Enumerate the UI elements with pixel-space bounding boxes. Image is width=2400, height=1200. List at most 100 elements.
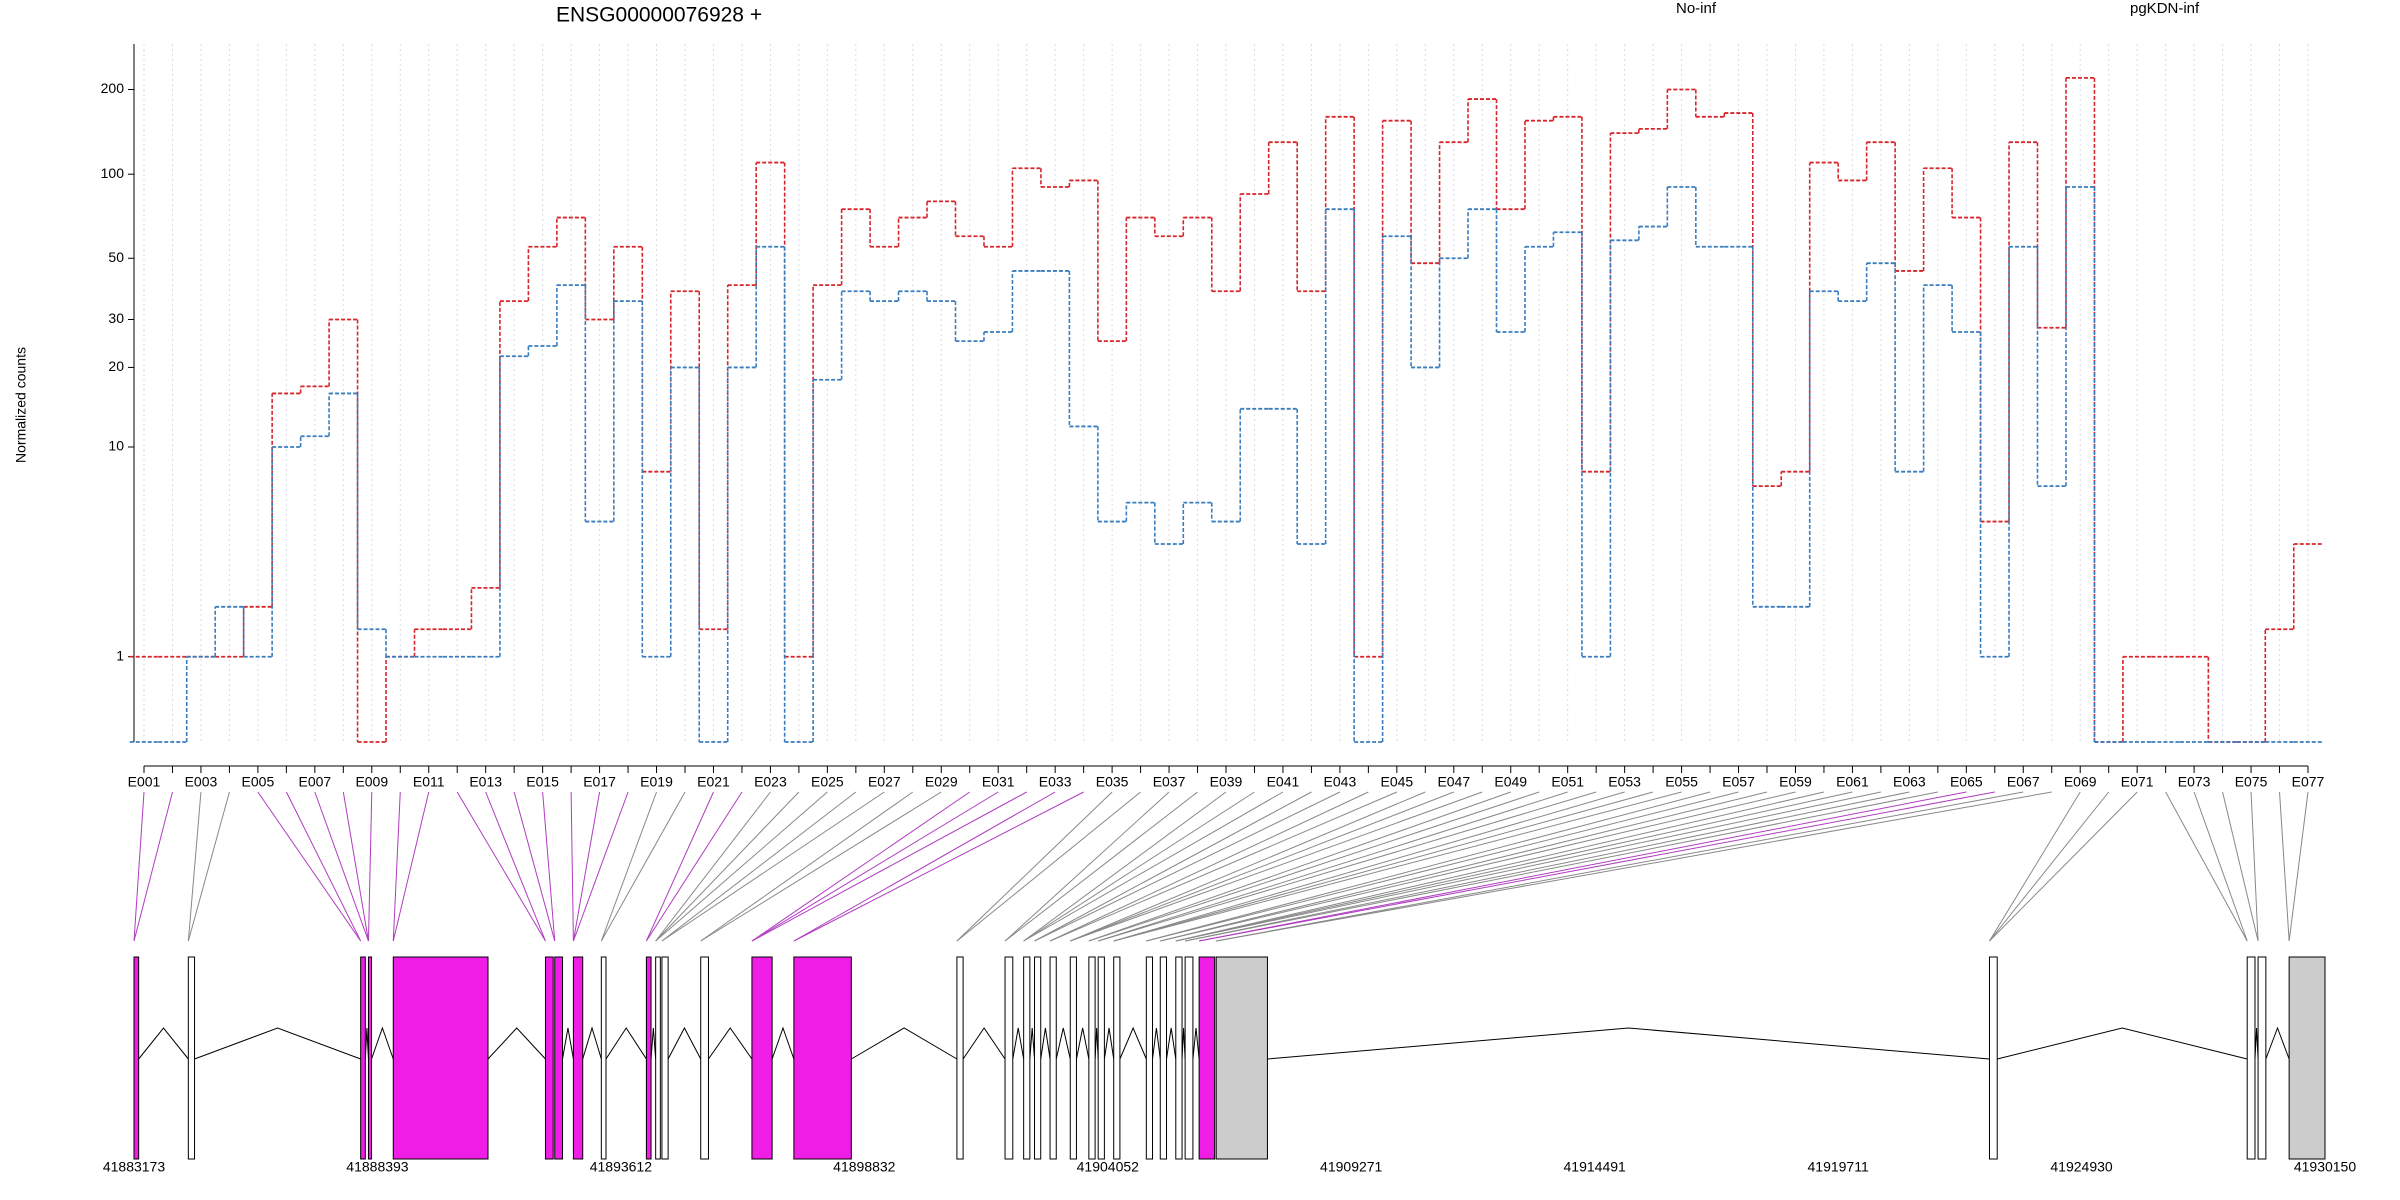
- exon-connector: [1160, 791, 1768, 942]
- exon-connector: [1185, 791, 1938, 942]
- exon-connector: [655, 791, 800, 942]
- y-tick-label: 30: [108, 310, 124, 326]
- exon-block: [1034, 956, 1042, 1160]
- intron: [1267, 1027, 1990, 1060]
- exon-connector: [570, 791, 574, 942]
- intron: [1012, 1027, 1025, 1060]
- exon-connector: [600, 791, 686, 942]
- intron: [562, 1027, 574, 1060]
- y-axis-label: Normalized counts: [13, 347, 29, 463]
- exon-connector: [1070, 791, 1454, 942]
- exon-connector: [2250, 791, 2259, 942]
- exon-connector: [187, 791, 202, 942]
- y-tick-label: 50: [108, 249, 124, 265]
- exon-connector: [572, 791, 601, 942]
- exon-connector: [956, 791, 1141, 942]
- exon-connector: [2288, 791, 2309, 942]
- intron: [371, 1026, 394, 1060]
- exon-connector: [1146, 791, 1711, 942]
- exon-block: [2257, 956, 2267, 1160]
- intron: [1055, 1027, 1071, 1060]
- exon-connector: [1098, 791, 1597, 942]
- y-tick-label: 1: [116, 647, 124, 663]
- x-tick-label: E077: [2292, 774, 2325, 790]
- exon-connector: [1113, 791, 1654, 942]
- exon-connector: [1113, 791, 1625, 942]
- x-tick-label: 41888393: [346, 1159, 409, 1175]
- exon-connector: [655, 791, 828, 942]
- exon-connector: [1004, 791, 1170, 942]
- exon-connector: [1034, 791, 1341, 942]
- x-tick-label: E073: [2178, 774, 2211, 790]
- exon-connector: [645, 791, 743, 942]
- exon-connector: [1023, 791, 1227, 942]
- x-tick-label: E011: [413, 774, 445, 790]
- exon-connector: [600, 791, 657, 942]
- intron: [1166, 1027, 1177, 1060]
- x-tick-label: E055: [1665, 774, 1698, 790]
- x-tick-label: E035: [1096, 774, 1129, 790]
- intron: [1997, 1027, 2248, 1060]
- exon-block: [1088, 956, 1096, 1160]
- exon-connector: [1049, 791, 1398, 942]
- exon-connector: [1070, 791, 1483, 942]
- intron: [1152, 1027, 1161, 1060]
- exon-connector: [1175, 791, 1825, 942]
- legend-label: No-inf: [1676, 0, 1717, 17]
- x-tick-label: 41883173: [103, 1159, 166, 1175]
- exon-block: [1049, 956, 1057, 1160]
- intron: [2265, 1026, 2290, 1060]
- exon-connector: [1070, 791, 1426, 942]
- exon-connector: [2222, 791, 2259, 942]
- x-tick-label: 41914491: [1564, 1159, 1627, 1175]
- x-tick-label: E059: [1779, 774, 1812, 790]
- exon-connector: [392, 791, 430, 942]
- exon-connector: [1023, 791, 1284, 942]
- x-tick-label: E019: [640, 774, 673, 790]
- exon-block: [392, 956, 489, 1160]
- exon-connector: [793, 791, 1084, 942]
- exon-connector: [1088, 791, 1511, 942]
- intron: [2254, 1027, 2259, 1060]
- intron: [364, 1027, 369, 1060]
- exon-block: [1215, 956, 1268, 1160]
- x-tick-label: E049: [1494, 774, 1527, 790]
- y-tick-label: 20: [108, 358, 124, 374]
- exon-block: [367, 956, 373, 1160]
- x-tick-label: E041: [1267, 774, 1300, 790]
- x-tick-label: E021: [697, 774, 730, 790]
- x-tick-label: 41924930: [2050, 1159, 2113, 1175]
- exon-block: [554, 956, 564, 1160]
- exon-connector: [1023, 791, 1255, 942]
- exon-block: [700, 956, 709, 1160]
- intron: [1094, 1027, 1099, 1060]
- x-tick-label: E007: [298, 774, 331, 790]
- x-tick-label: E047: [1437, 774, 1470, 790]
- exon-connector: [367, 791, 373, 942]
- intron: [1192, 1027, 1200, 1060]
- x-tick-label: 41919711: [1808, 1159, 1869, 1175]
- x-tick-label: E067: [2007, 774, 2040, 790]
- exon-block: [187, 956, 196, 1160]
- intron: [1075, 1027, 1090, 1060]
- intron: [1040, 1027, 1051, 1060]
- exon-block: [572, 956, 584, 1160]
- exon-connector: [572, 791, 629, 942]
- x-tick-label: E017: [583, 774, 616, 790]
- x-tick-label: E031: [982, 774, 1015, 790]
- exon-block: [1069, 956, 1077, 1160]
- exon-block: [360, 956, 366, 1160]
- x-tick-label: E027: [868, 774, 901, 790]
- x-tick-label: E015: [526, 774, 559, 790]
- intron: [487, 1027, 546, 1060]
- x-tick-label: E075: [2235, 774, 2268, 790]
- exon-connector: [700, 791, 942, 942]
- x-tick-label: E043: [1324, 774, 1357, 790]
- exon-block: [544, 956, 554, 1160]
- exon-block: [1097, 956, 1105, 1160]
- exon-block: [1988, 956, 1998, 1160]
- intron: [1119, 1026, 1147, 1060]
- y-tick-label: 10: [108, 438, 124, 454]
- intron: [1103, 1027, 1115, 1060]
- exon-connector: [956, 791, 1113, 942]
